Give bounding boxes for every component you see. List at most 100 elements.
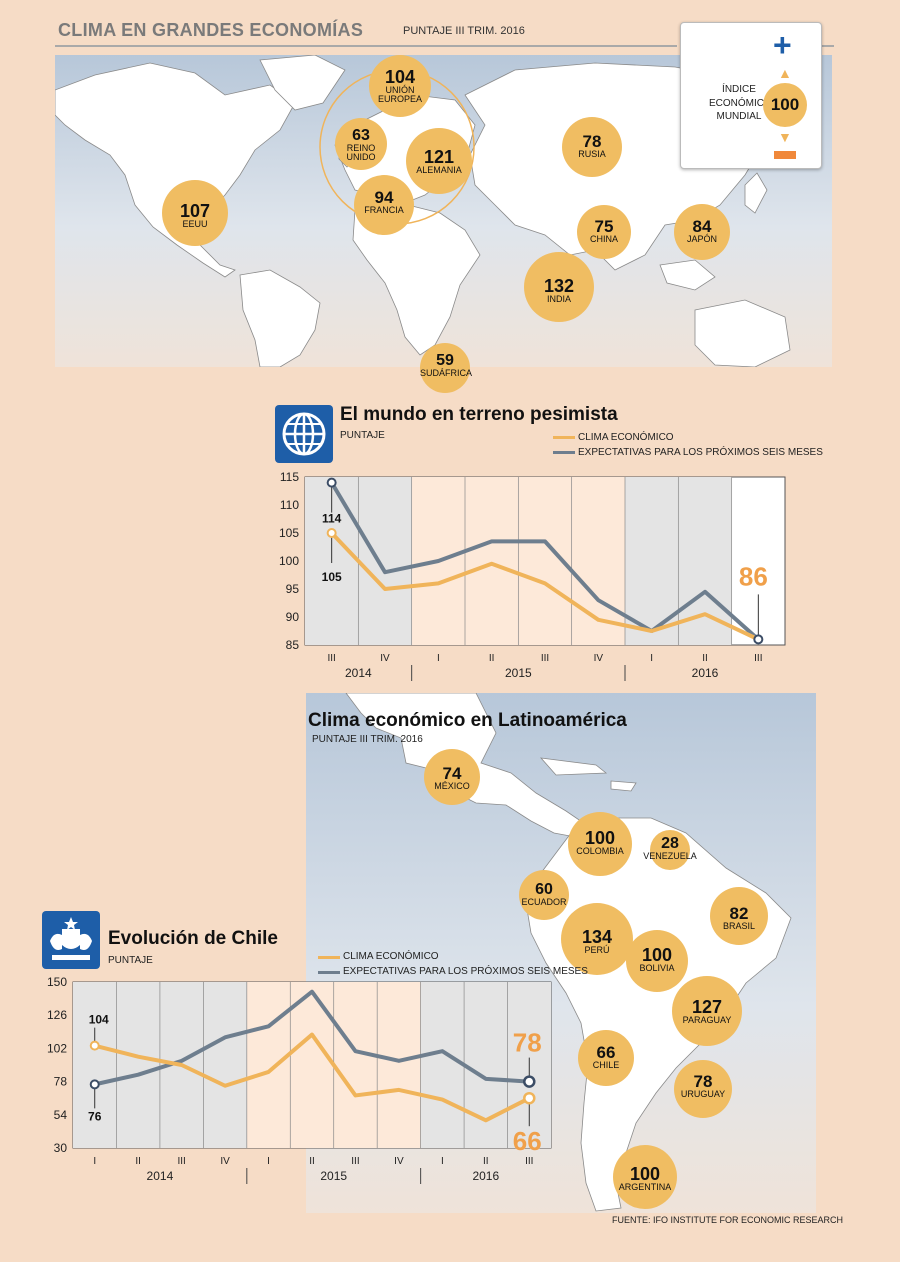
y-tick-label: 85 xyxy=(286,638,300,652)
bubble-colombia: 100 COLOMBIA xyxy=(568,812,632,876)
y-tick-label: 90 xyxy=(286,610,300,624)
clima-start-marker xyxy=(326,528,337,538)
chart2-title: Evolución de Chile xyxy=(108,928,278,949)
x-tick-label: I xyxy=(93,1156,96,1167)
end-marker xyxy=(753,634,764,645)
year-label: 2015 xyxy=(505,666,532,680)
bubble-uruguay: 78 URUGUAY xyxy=(674,1060,732,1118)
clima-start-marker xyxy=(89,1040,100,1051)
bubble-paraguay: 127 PARAGUAY xyxy=(672,976,742,1046)
plus-icon: + xyxy=(773,27,792,63)
x-tick-label: I xyxy=(267,1156,270,1167)
chile-coat-of-arms-icon xyxy=(42,911,100,969)
y-tick-label: 105 xyxy=(279,526,299,540)
index-bubble: 100 xyxy=(763,83,807,127)
legend1-expect-label: EXPECTATIVAS PARA LOS PRÓXIMOS SEIS MESE… xyxy=(578,447,823,458)
bubble-france: 94 FRANCIA xyxy=(354,175,414,235)
x-tick-label: I xyxy=(441,1156,444,1167)
x-tick-label: IV xyxy=(394,1156,404,1167)
legend1-expect-swatch xyxy=(553,451,575,454)
index-label: ÍNDICE ECONÓMICO MUNDIAL xyxy=(709,84,772,122)
bubble-bolivia: 100 BOLIVIA xyxy=(626,930,688,992)
page-title: CLIMA EN GRANDES ECONOMÍAS xyxy=(58,20,364,40)
y-tick-label: 150 xyxy=(47,975,67,989)
chart1-ylabel: PUNTAJE xyxy=(340,430,385,441)
latam-subtitle: PUNTAJE III TRIM. 2016 xyxy=(312,734,423,745)
legend2-clima-label: CLIMA ECONÓMICO xyxy=(343,951,439,962)
year-label: 2015 xyxy=(320,1169,347,1183)
x-tick-label: II xyxy=(135,1156,141,1167)
legend2-expect-swatch xyxy=(318,971,340,974)
x-tick-label: III xyxy=(525,1156,533,1167)
y-tick-label: 95 xyxy=(286,582,300,596)
legend2-clima-swatch xyxy=(318,956,340,959)
bubble-germany: 121 ALEMANIA xyxy=(406,128,472,194)
clima-start-label: 104 xyxy=(89,1013,109,1027)
y-tick-label: 100 xyxy=(279,554,299,568)
legend1-clima-swatch xyxy=(553,436,575,439)
expect-end-label: 78 xyxy=(513,1028,542,1058)
bubble-japan: 84 JAPÓN xyxy=(674,204,730,260)
x-tick-label: III xyxy=(351,1156,359,1167)
clima-start-label: 105 xyxy=(322,570,342,584)
series-line-clima xyxy=(94,1032,531,1123)
clima-end-label: 66 xyxy=(513,1126,542,1156)
x-tick-label: I xyxy=(650,653,653,664)
x-tick-label: III xyxy=(541,653,549,664)
x-tick-label: II xyxy=(489,653,495,664)
minus-icon xyxy=(774,151,796,159)
bubble-ecuador: 60 ECUADOR xyxy=(519,870,569,920)
x-tick-label: II xyxy=(702,653,708,664)
y-tick-label: 110 xyxy=(280,498,299,512)
index-legend: + ÍNDICE ECONÓMICO MUNDIAL ▲ 100 ▼ xyxy=(680,22,822,169)
header-rule xyxy=(55,45,677,47)
year-band xyxy=(420,982,551,1148)
latam-title: Clima económico en Latinoamérica xyxy=(308,710,627,731)
y-tick-label: 102 xyxy=(47,1041,67,1055)
x-tick-label: IV xyxy=(380,653,390,664)
bubble-usa: 107 EEUU xyxy=(162,180,228,246)
y-tick-label: 54 xyxy=(54,1108,68,1122)
bubble-argentina: 100 ARGENTINA xyxy=(613,1145,677,1209)
x-tick-label: II xyxy=(483,1156,489,1167)
expect-start-label: 114 xyxy=(322,512,342,526)
end-value-label: 86 xyxy=(739,561,768,591)
x-tick-label: III xyxy=(754,653,762,664)
x-tick-label: III xyxy=(327,653,335,664)
page-subtitle: PUNTAJE III TRIM. 2016 xyxy=(403,25,525,37)
header-rule-right xyxy=(822,45,834,47)
bubble-china: 75 CHINA xyxy=(577,205,631,259)
series-line-expectativas xyxy=(94,989,530,1087)
year-label: 2016 xyxy=(692,666,719,680)
y-tick-label: 115 xyxy=(280,470,299,484)
expect-start-label: 76 xyxy=(88,1109,102,1123)
arrow-down-icon: ▼ xyxy=(778,129,792,145)
globe-icon xyxy=(275,405,333,463)
year-label: 2014 xyxy=(345,666,372,680)
bubble-russia: 78 RUSIA xyxy=(562,117,622,177)
expect-start-marker xyxy=(89,1079,100,1090)
bubble-eu: 104 UNIÓN EUROPEA xyxy=(369,55,431,117)
clima-end-marker xyxy=(523,1091,536,1105)
legend2-expect-label: EXPECTATIVAS PARA LOS PRÓXIMOS SEIS MESE… xyxy=(343,966,588,977)
bubble-peru: 134 PERÚ xyxy=(561,903,633,975)
bubble-chile: 66 CHILE xyxy=(578,1030,634,1086)
x-tick-label: IV xyxy=(594,653,604,664)
year-label: 2016 xyxy=(472,1169,499,1183)
chart2-ylabel: PUNTAJE xyxy=(108,955,153,966)
legend1-clima-label: CLIMA ECONÓMICO xyxy=(578,432,674,443)
series-line-clima xyxy=(330,531,760,642)
expect-start-marker xyxy=(326,477,337,488)
bubble-mexico: 74 MÉXICO xyxy=(424,749,480,805)
chart1-title: El mundo en terreno pesimista xyxy=(340,404,618,425)
source-note: FUENTE: IFO INSTITUTE FOR ECONOMIC RESEA… xyxy=(612,1215,844,1225)
x-tick-label: II xyxy=(309,1156,315,1167)
bubble-southafrica: 59 SUDÁFRICA xyxy=(420,343,472,393)
x-tick-label: III xyxy=(177,1156,185,1167)
y-tick-label: 78 xyxy=(54,1075,68,1089)
bubble-venezuela: 28 VENEZUELA xyxy=(643,830,697,870)
x-tick-label: IV xyxy=(220,1156,230,1167)
bubble-brasil: 82 BRASIL xyxy=(710,887,768,945)
